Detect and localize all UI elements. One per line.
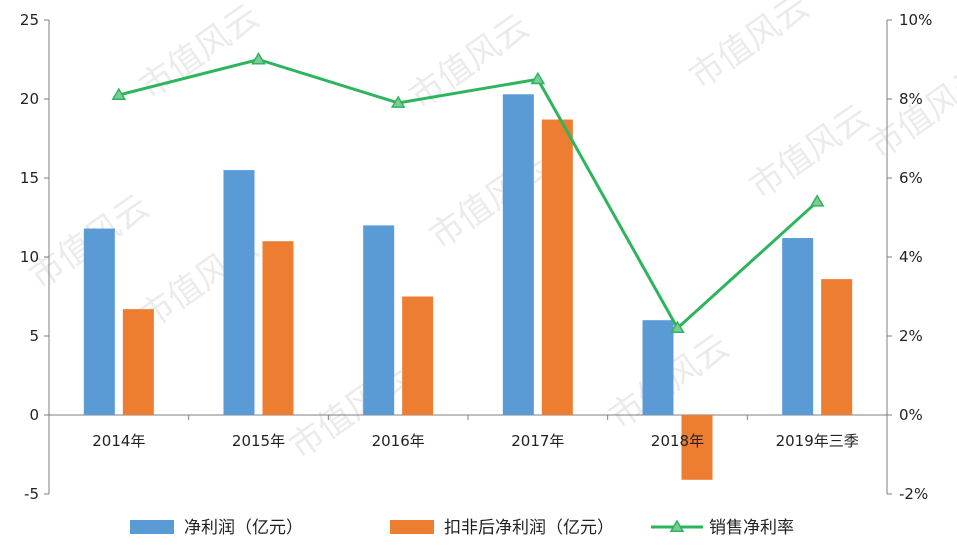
watermark-layer: 市值风云市值风云市值风云市值风云市值风云市值风云市值风云市值风云市值风云市值风云 xyxy=(22,0,957,467)
category-label: 2015年 xyxy=(232,432,285,450)
bar-deducted-net-profit xyxy=(821,279,853,415)
watermark-text: 市值风云 xyxy=(422,147,556,258)
line-series xyxy=(111,52,825,334)
right-tick-label: 8% xyxy=(899,90,923,108)
bar-deducted-net-profit xyxy=(681,415,713,480)
left-tick-label: 15 xyxy=(20,169,39,187)
legend-label: 净利润（亿元） xyxy=(184,518,303,538)
bar-deducted-net-profit xyxy=(541,119,573,415)
bar-net-profit xyxy=(83,228,115,415)
net-margin-point xyxy=(530,71,546,85)
legend-swatch xyxy=(390,520,434,534)
right-tick-label: 10% xyxy=(899,11,932,29)
legend-label: 销售净利率 xyxy=(709,518,794,538)
right-tick-label: 2% xyxy=(899,327,923,345)
left-tick-label: 0 xyxy=(29,406,39,424)
category-label: 2018年 xyxy=(651,432,704,450)
category-label: 2014年 xyxy=(92,432,145,450)
legend: 净利润（亿元） 扣非后净利润（亿元） 销售净利率 xyxy=(130,518,794,538)
legend-label: 扣非后净利润（亿元） xyxy=(444,518,614,538)
bar-deducted-net-profit xyxy=(122,309,154,415)
bar-net-profit xyxy=(502,94,534,415)
bars xyxy=(83,94,853,480)
left-tick-label: -5 xyxy=(24,485,39,503)
watermark-text: 市值风云 xyxy=(132,0,266,107)
watermark-text: 市值风云 xyxy=(682,0,816,97)
net-margin-point xyxy=(251,52,266,65)
right-tick-label: -2% xyxy=(899,485,928,503)
right-tick-label: 6% xyxy=(899,169,923,187)
right-tick-label: 0% xyxy=(899,406,923,424)
left-tick-label: 20 xyxy=(20,90,39,108)
left-tick-label: 10 xyxy=(20,248,39,266)
tick-labels: -5 0 5 10 15 20 25 -2% 0% 2% 4% 6% 8% 10% 2014年 2015年 20… xyxy=(20,11,932,503)
category-label: 2016年 xyxy=(372,432,425,450)
left-tick-label: 5 xyxy=(29,327,39,345)
net-margin-point xyxy=(809,194,825,207)
net-margin-line xyxy=(118,57,819,331)
right-tick-label: 4% xyxy=(899,248,923,266)
category-label: 2017年 xyxy=(511,432,564,450)
net-margin-point xyxy=(390,95,406,108)
watermark-text: 市值风云 xyxy=(742,97,876,208)
bar-net-profit xyxy=(363,225,395,415)
bar-deducted-net-profit xyxy=(402,296,434,415)
axes xyxy=(44,19,892,495)
watermark-text: 市值风云 xyxy=(282,357,416,468)
left-tick-label: 25 xyxy=(20,11,39,29)
net-margin-point xyxy=(670,320,685,334)
watermark-text: 市值风云 xyxy=(862,57,957,168)
net-margin-point xyxy=(111,87,127,100)
bar-deducted-net-profit xyxy=(262,241,294,415)
bar-net-profit xyxy=(223,170,255,415)
legend-marker xyxy=(669,519,685,532)
legend-swatch xyxy=(130,520,174,534)
bar-net-profit xyxy=(642,320,674,415)
category-label: 2019年三季 xyxy=(776,432,859,450)
bar-net-profit xyxy=(782,238,814,415)
